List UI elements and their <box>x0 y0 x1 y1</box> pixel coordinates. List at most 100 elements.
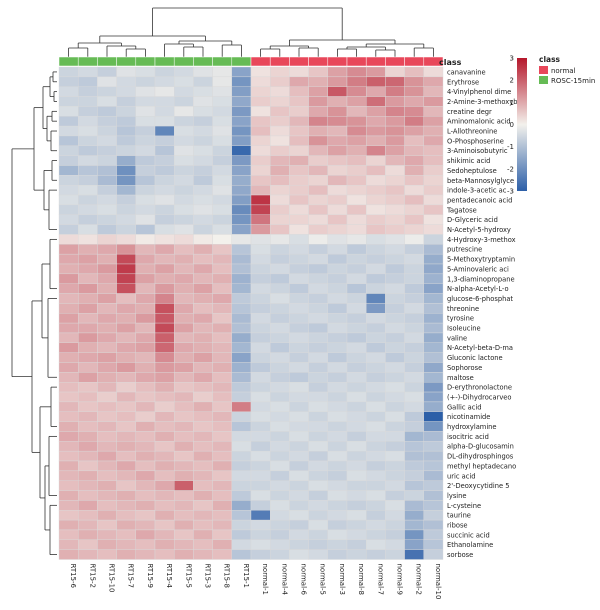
heatmap-cell <box>289 204 309 215</box>
heatmap-cell <box>77 96 98 107</box>
heatmap-cell <box>231 303 252 314</box>
heatmap-cell <box>231 401 252 412</box>
heatmap-cell <box>270 362 290 373</box>
heatmap-cell <box>270 539 290 550</box>
heatmap-cell <box>270 76 290 87</box>
heatmap-cell <box>346 66 367 78</box>
heatmap-cell <box>193 135 213 146</box>
heatmap-cell <box>58 234 79 245</box>
heatmap-cell <box>327 450 348 462</box>
annotation-cell <box>97 56 117 67</box>
heatmap-cell <box>212 529 233 541</box>
heatmap-cell <box>231 460 252 472</box>
heatmap-cell <box>385 293 405 304</box>
heatmap-cell <box>116 391 136 403</box>
heatmap-cell <box>193 480 213 491</box>
legend-label: ROSC-15min <box>551 77 595 85</box>
heatmap-cell <box>212 96 233 107</box>
heatmap-cell <box>58 76 79 87</box>
heatmap-cell <box>116 450 136 462</box>
heatmap-cell <box>327 382 348 393</box>
heatmap-cell <box>270 372 290 383</box>
row-label: 3-Aminoisobutyric <box>447 147 508 155</box>
heatmap-cell <box>250 529 271 541</box>
heatmap-cell <box>308 352 329 363</box>
heatmap-cell <box>193 510 213 521</box>
heatmap-cell <box>135 490 156 501</box>
heatmap-cell <box>346 244 367 255</box>
heatmap-cell <box>154 96 175 107</box>
heatmap-cell <box>308 175 329 186</box>
heatmap-cell <box>212 145 233 156</box>
annotation-cell <box>77 56 98 67</box>
heatmap-cell <box>231 441 252 452</box>
heatmap-cell <box>423 155 444 166</box>
heatmap-cell <box>173 184 194 196</box>
heatmap-cell <box>385 184 405 196</box>
heatmap-cell <box>270 382 290 393</box>
heatmap-cell <box>58 549 79 560</box>
heatmap-cell <box>270 234 290 245</box>
heatmap-cell <box>270 421 290 432</box>
heatmap-cell <box>154 322 175 334</box>
heatmap-cell <box>116 510 136 521</box>
heatmap-cell <box>212 283 233 294</box>
heatmap-cell <box>212 253 233 265</box>
heatmap-cell <box>116 490 136 501</box>
heatmap-cell <box>135 362 156 373</box>
heatmap-cell <box>193 165 213 176</box>
annotation-cell <box>135 56 156 67</box>
heatmap-cell <box>77 244 98 255</box>
heatmap-cell <box>173 303 194 314</box>
heatmap-cell <box>346 116 367 127</box>
color-scale-tick: 2 <box>510 77 514 85</box>
heatmap-cell <box>366 194 386 206</box>
heatmap-cell <box>173 470 194 481</box>
heatmap-cell <box>327 66 348 78</box>
color-scale-tick: -1 <box>507 143 514 151</box>
heatmap-cell <box>154 519 175 531</box>
heatmap-cell <box>77 362 98 373</box>
heatmap-cell <box>289 145 309 156</box>
heatmap-cell <box>404 273 425 284</box>
heatmap-cell <box>289 322 309 334</box>
heatmap-cell <box>308 76 329 87</box>
heatmap-cell <box>385 500 405 511</box>
heatmap-cell <box>289 460 309 472</box>
heatmap-cell <box>116 165 136 176</box>
heatmap-cell <box>270 145 290 156</box>
heatmap-cell <box>135 342 156 353</box>
heatmap-cell <box>231 263 252 275</box>
heatmap-cell <box>385 480 405 491</box>
heatmap-cell <box>77 116 98 127</box>
heatmap-cell <box>404 253 425 265</box>
heatmap-cell <box>231 411 252 422</box>
heatmap-cell <box>385 352 405 363</box>
heatmap-cell <box>289 431 309 442</box>
row-label: 2'-Deoxycytidine 5 <box>447 482 510 490</box>
heatmap-cell <box>116 224 136 235</box>
heatmap-cell <box>385 549 405 560</box>
heatmap-cell <box>404 106 425 117</box>
heatmap-cell <box>173 313 194 324</box>
heatmap-cell <box>289 184 309 196</box>
heatmap-cell <box>193 184 213 196</box>
heatmap-cell <box>231 204 252 215</box>
heatmap-cell <box>423 244 444 255</box>
heatmap-cell <box>212 263 233 275</box>
row-label: Gluconic lactone <box>447 354 503 362</box>
heatmap-cell <box>346 76 367 87</box>
heatmap-cell <box>250 391 271 403</box>
heatmap-cell <box>231 96 252 107</box>
heatmap-cell <box>366 76 386 87</box>
heatmap-cell <box>58 313 79 324</box>
row-label: lysine <box>447 492 467 500</box>
row-label: creatine degr <box>447 108 492 116</box>
heatmap-cell <box>270 500 290 511</box>
heatmap-cell <box>97 382 117 393</box>
heatmap-cell <box>423 431 444 442</box>
heatmap-cell <box>308 273 329 284</box>
heatmap-cell <box>346 411 367 422</box>
heatmap-cell <box>58 480 79 491</box>
heatmap-cell <box>212 194 233 206</box>
